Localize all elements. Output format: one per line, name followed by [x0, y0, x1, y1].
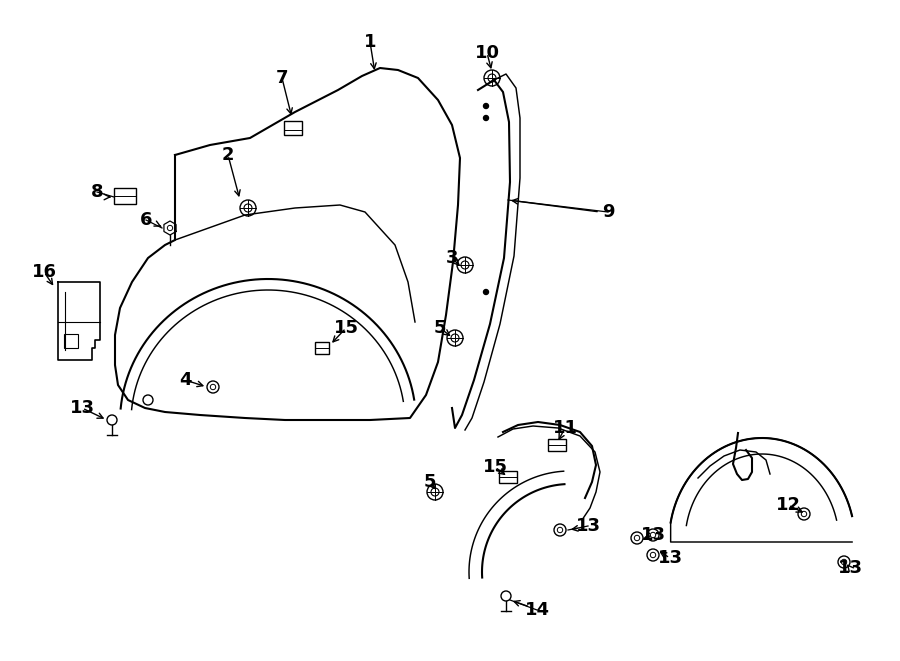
Text: 10: 10 — [474, 44, 500, 62]
Bar — [64, 334, 78, 348]
Text: 6: 6 — [140, 211, 152, 229]
Text: 1: 1 — [364, 33, 376, 51]
Text: 8: 8 — [91, 183, 104, 201]
Text: 13: 13 — [658, 549, 682, 567]
Circle shape — [483, 104, 489, 108]
Bar — [315, 342, 329, 354]
Text: 12: 12 — [776, 496, 800, 514]
Text: 11: 11 — [553, 419, 578, 437]
Text: 5: 5 — [434, 319, 446, 337]
Text: 4: 4 — [179, 371, 191, 389]
Circle shape — [483, 290, 489, 295]
Text: 9: 9 — [602, 203, 614, 221]
Text: 13: 13 — [575, 517, 600, 535]
Text: 13: 13 — [641, 526, 665, 544]
Text: 7: 7 — [275, 69, 288, 87]
Text: 15: 15 — [334, 319, 358, 337]
Bar — [499, 471, 517, 483]
Text: 3: 3 — [446, 249, 458, 267]
Text: 14: 14 — [525, 601, 550, 619]
Text: 2: 2 — [221, 146, 234, 164]
Bar — [114, 188, 136, 204]
Bar — [548, 439, 566, 451]
Text: 16: 16 — [32, 263, 57, 281]
Text: 13: 13 — [838, 559, 862, 577]
Bar — [284, 121, 302, 135]
Text: 15: 15 — [482, 458, 508, 476]
Text: 5: 5 — [424, 473, 436, 491]
Text: 13: 13 — [69, 399, 94, 417]
Circle shape — [483, 116, 489, 120]
